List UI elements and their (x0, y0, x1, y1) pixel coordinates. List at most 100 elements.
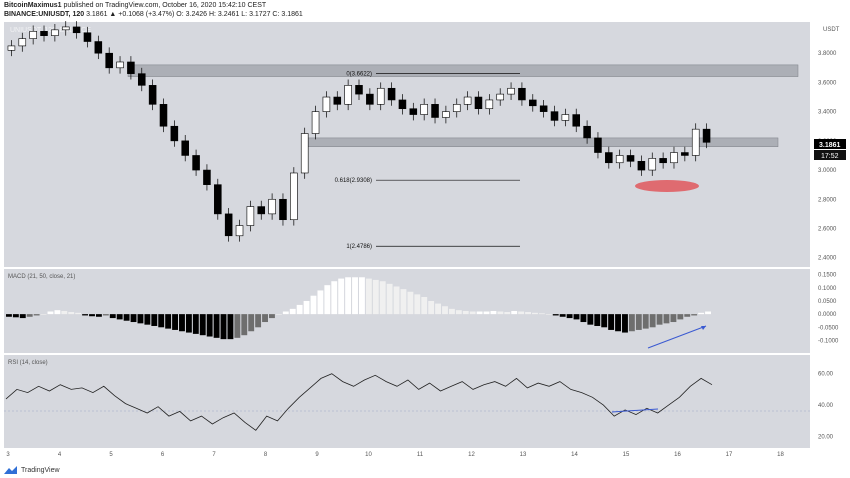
rsi-tick-label: 20.00 (818, 435, 834, 441)
candle-body (539, 105, 548, 112)
macd-bar (642, 314, 649, 329)
macd-bar (68, 312, 75, 315)
macd-bar (504, 312, 511, 315)
macd-bar (144, 314, 151, 325)
publish-info: BitcoinMaximus1 published on TradingView… (4, 2, 266, 9)
macd-tick-label: -0.0500 (818, 325, 839, 331)
candle-body (615, 155, 624, 164)
candle-body (246, 206, 255, 226)
macd-histogram (6, 277, 711, 340)
macd-bar (310, 295, 317, 315)
macd-bar (296, 304, 303, 315)
candle-body (507, 87, 515, 95)
price-axis[interactable] (810, 22, 848, 448)
rsi-panel[interactable] (4, 355, 810, 448)
candle-body (463, 96, 472, 105)
publish-date: published on TradingView.com, October 16… (63, 2, 267, 9)
macd-bar (54, 310, 61, 315)
price-tick-label: 3.0000 (818, 168, 837, 174)
macd-bar (594, 314, 601, 326)
macd-bar (656, 314, 663, 325)
candle-body (398, 99, 407, 110)
candle-body (7, 45, 16, 51)
candle-body (105, 52, 113, 69)
macd-bar (365, 278, 372, 315)
author-name[interactable]: BitcoinMaximus1 (4, 2, 62, 9)
rsi-title: RSI (14, close) (8, 360, 48, 366)
macd-bar (677, 314, 684, 320)
macd-bar (379, 281, 386, 315)
time-tick-label: 13 (520, 452, 527, 458)
macd-bar (518, 311, 525, 315)
macd-bar (130, 314, 137, 323)
macd-tick-label: 0.0500 (818, 299, 837, 305)
symbol-info: BINANCE:UNIUSDT, 120 3.1861 ▲ +0.1068 (+… (4, 11, 303, 18)
macd-bar (573, 314, 580, 320)
footer: TradingView (4, 464, 60, 476)
candle-body (148, 85, 157, 105)
candle-body (670, 152, 678, 164)
macd-trend-arrowhead (701, 326, 706, 330)
candle-body (452, 104, 461, 112)
macd-bar (95, 314, 102, 317)
macd-bar (255, 314, 262, 328)
time-tick-label: 7 (212, 452, 216, 458)
candle-body (127, 61, 135, 74)
candle-body (192, 155, 200, 171)
time-tick-label: 17 (726, 452, 733, 458)
candle-body (279, 198, 287, 221)
highlight-ellipse (635, 180, 699, 192)
macd-bar (386, 283, 393, 315)
candle-body (51, 29, 59, 36)
zone-band (127, 64, 799, 77)
macd-bar (635, 314, 642, 330)
candle-body (311, 111, 320, 134)
macd-bar (698, 312, 705, 315)
brand-name: TradingView (21, 466, 60, 474)
macd-bar (359, 277, 365, 315)
macd-bar (448, 308, 455, 315)
candle-body (376, 87, 385, 105)
candle-body (137, 73, 146, 86)
macd-bar (282, 311, 289, 315)
candle-body (681, 152, 689, 156)
macd-bar (123, 314, 130, 321)
macd-bar (89, 314, 95, 317)
macd-bar (559, 314, 566, 317)
candle-body (529, 99, 537, 107)
macd-bar (691, 314, 698, 316)
candle-body (268, 198, 276, 215)
time-tick-label: 5 (109, 452, 113, 458)
candle-body (594, 137, 602, 153)
macd-bar (185, 314, 192, 333)
macd-bar (511, 310, 518, 315)
candle-body (29, 31, 37, 39)
candle-body (626, 155, 635, 162)
candle-body (431, 104, 439, 118)
candle-body (257, 206, 266, 215)
candle-body (583, 125, 591, 139)
price-tick-label: 2.8000 (818, 197, 837, 203)
macd-bar (234, 314, 241, 338)
macd-bar (61, 310, 68, 315)
candle-body (333, 96, 342, 105)
time-axis[interactable]: 3 4 5 6 7 8 9 10 11 12 13 14 15 16 17 18 (6, 452, 784, 458)
macd-bar (421, 297, 428, 315)
time-tick-label: 3 (6, 452, 10, 458)
fib-label: 0.618(2.9308) (335, 178, 372, 184)
macd-bar (6, 314, 12, 317)
candle-body (659, 158, 667, 164)
macd-panel[interactable] (4, 269, 810, 353)
symbol-label: BINANCE:UNIUSDT, 120 (4, 11, 85, 18)
macd-bar (248, 314, 255, 332)
candle-body (366, 93, 374, 105)
candle-body (170, 125, 179, 142)
macd-tick-label: 0.1000 (818, 286, 837, 292)
price-tick-label: 3.6000 (818, 80, 837, 86)
macd-bar (269, 314, 275, 319)
macd-trend-line (647, 325, 707, 349)
macd-bar (532, 312, 538, 315)
macd-bar (608, 314, 615, 330)
time-tick-label: 15 (623, 452, 630, 458)
